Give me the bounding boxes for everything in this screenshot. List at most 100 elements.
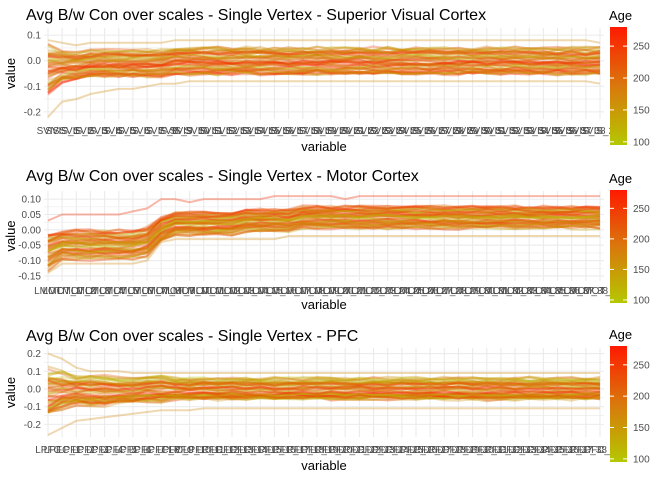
- series-line: [47, 379, 601, 387]
- series-line: [47, 204, 601, 238]
- series-line: [47, 54, 601, 65]
- series-line: [47, 394, 601, 415]
- y-tick-label: 0.2: [27, 349, 41, 360]
- x-tick-label: SVIS_37: [552, 126, 592, 137]
- x-tick-label: LMOT_29: [436, 286, 481, 297]
- x-tick-label: LMOT_7: [128, 286, 167, 297]
- legend-tick-label: 100: [633, 137, 650, 148]
- series-line: [47, 206, 601, 242]
- x-tick-label: LPFC_29: [437, 445, 480, 456]
- series-line: [47, 62, 601, 78]
- series-line: [47, 59, 601, 76]
- series-line: [47, 50, 601, 61]
- x-tick-label: LMOT_31: [465, 286, 510, 297]
- series-line: [47, 394, 601, 410]
- series-line: [47, 212, 601, 249]
- series-line: [47, 206, 601, 242]
- x-tick-label: SVIS_6: [116, 126, 150, 137]
- y-tick-label: 0.1: [27, 31, 41, 42]
- series-line: [47, 58, 601, 69]
- series-line: [47, 53, 601, 65]
- series-line: [47, 68, 601, 92]
- series-line: [47, 392, 601, 410]
- series-line: [47, 49, 601, 60]
- series-line: [47, 208, 601, 245]
- series-line: [47, 384, 601, 394]
- x-tick-label: LPFC_10: [168, 445, 211, 456]
- series-line: [47, 52, 601, 63]
- series-line: [47, 63, 601, 85]
- x-tick-label: LMOT_1: [43, 286, 82, 297]
- x-tick-label: LMOT_36: [535, 286, 580, 297]
- x-tick-label: LMOT_16: [252, 286, 297, 297]
- legend-tick-label: 150: [633, 423, 650, 434]
- x-tick-label: LPFC_17: [267, 445, 310, 456]
- series-line: [47, 391, 601, 404]
- series-line: [47, 53, 601, 65]
- x-tick-label: LPFC: [35, 445, 61, 456]
- age-color-legend: Age 100 150 200 250: [609, 8, 650, 148]
- x-tick-label: LMOT_38: [564, 286, 609, 297]
- chart-panel-3: Avg B/w Con over scales - Single Vertex …: [3, 327, 650, 473]
- x-tick-label: LMOT_22: [337, 286, 382, 297]
- series-line: [47, 392, 601, 410]
- series-line: [47, 59, 601, 75]
- series-line: [47, 49, 601, 59]
- x-tick-label: SVIS_20: [311, 126, 351, 137]
- x-tick-label: SVIS_30: [453, 126, 493, 137]
- series-line: [47, 391, 601, 403]
- series-line: [47, 385, 601, 393]
- x-tick-label: LPFC_5: [100, 445, 137, 456]
- x-tick-label: SVIS_34: [509, 126, 549, 137]
- series-envelope-max: [47, 352, 600, 374]
- series-line: [47, 56, 601, 68]
- y-tick-label: -0.05: [18, 241, 41, 252]
- series-line: [47, 389, 601, 399]
- series-line: [47, 394, 601, 412]
- series-line: [47, 389, 601, 402]
- series-line: [47, 376, 601, 385]
- chart-title: Avg B/w Con over scales - Single Vertex …: [26, 7, 486, 24]
- x-tick-label: LPFC_18: [282, 445, 325, 456]
- y-tick-label: 0.05: [22, 210, 42, 221]
- series-line: [47, 218, 601, 262]
- x-tick-label: SVIS_8: [144, 126, 178, 137]
- x-tick-label: SVIS_1: [45, 126, 79, 137]
- x-tick-label: LMOT_8: [142, 286, 181, 297]
- series-envelope-max: [47, 39, 601, 47]
- x-tick-label: LMOT_3: [71, 286, 110, 297]
- series-line: [47, 219, 601, 259]
- series-line: [47, 384, 601, 393]
- series-line: [47, 55, 601, 68]
- series-line: [47, 383, 601, 391]
- x-tick-label: LPFC_1: [44, 445, 81, 456]
- x-tick-label: LMOT_18: [281, 286, 326, 297]
- series-line: [47, 59, 601, 75]
- x-tick-label: SVIS_27: [410, 126, 450, 137]
- chart-title: Avg B/w Con over scales - Single Vertex …: [26, 168, 419, 185]
- series-line: [47, 391, 601, 407]
- series-line: [47, 372, 601, 383]
- x-tick-label: LMOT_34: [507, 286, 552, 297]
- series-lines: [47, 352, 601, 436]
- series-lines: [47, 39, 601, 118]
- x-tick-label: SVIS_12: [198, 126, 238, 137]
- series-line: [47, 207, 601, 243]
- y-tick-label: -0.2: [24, 107, 42, 118]
- series-line: [47, 221, 601, 267]
- x-tick-label: LMOT_28: [422, 286, 467, 297]
- x-tick-label: LPFC_4: [86, 445, 123, 456]
- series-line: [47, 58, 601, 73]
- x-axis-title: variable: [301, 139, 347, 154]
- series-line: [47, 213, 601, 252]
- series-line: [47, 48, 601, 59]
- x-tick-label: SVIS_16: [255, 126, 295, 137]
- x-tick-label: SVIS_10: [170, 126, 210, 137]
- legend-colorbar: [610, 190, 627, 303]
- x-tick-label: LPFC_29: [579, 445, 622, 456]
- chart-title: Avg B/w Con over scales - Single Vertex …: [26, 328, 358, 345]
- x-tick-label: LMOT_30: [450, 286, 495, 297]
- chart-panel-1: Avg B/w Con over scales - Single Vertex …: [3, 7, 650, 154]
- legend-tick-label: 250: [633, 204, 650, 215]
- y-axis-title: value: [3, 377, 18, 408]
